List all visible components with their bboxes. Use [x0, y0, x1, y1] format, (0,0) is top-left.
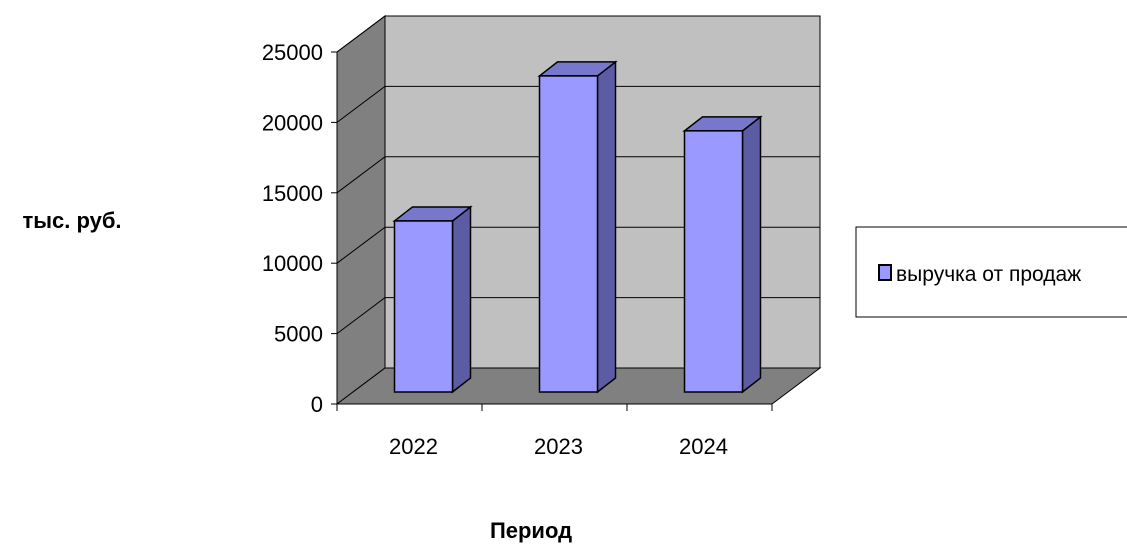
bars [392, 60, 763, 394]
tick-labels: 0 5000 10000 15000 20000 25000 2022 2023 2024 [262, 40, 728, 459]
bar-side-2 [741, 115, 762, 394]
y-axis-title: тыс. руб. [22, 208, 121, 233]
gridline-2 [336, 226, 820, 264]
bar-2024 [682, 115, 763, 394]
axes [331, 51, 773, 411]
bar-front-1 [538, 75, 599, 393]
side-wall [336, 15, 386, 405]
gridline-4 [336, 85, 820, 123]
x-tick-label-2022: 2022 [389, 434, 438, 459]
y-tick-label-1: 5000 [274, 322, 323, 347]
bar-2023 [537, 60, 618, 394]
gridline-1 [336, 297, 820, 335]
bar-side-0 [451, 205, 472, 394]
x-tick-label-2023: 2023 [534, 434, 583, 459]
y-tick-label-0: 0 [311, 392, 323, 417]
gridlines [336, 15, 820, 335]
x-axis-title: Период [490, 518, 572, 543]
gridline-3 [336, 156, 820, 194]
legend-label-0: выручка от продаж [896, 263, 1081, 286]
y-tick-label-4: 20000 [262, 110, 323, 135]
bar-side-1 [596, 60, 617, 394]
y-tick-label-3: 15000 [262, 181, 323, 206]
bar-front-2 [683, 130, 744, 393]
legend: выручка от продаж [855, 226, 1127, 318]
gridline-5 [336, 15, 820, 53]
bar-2022 [392, 205, 473, 394]
bar-front-0 [393, 220, 454, 393]
y-tick-label-2: 10000 [262, 251, 323, 276]
legend-swatch-0 [878, 264, 892, 281]
x-tick-label-2024: 2024 [679, 434, 728, 459]
y-tick-label-5: 25000 [262, 40, 323, 65]
legend-box [855, 226, 1127, 318]
